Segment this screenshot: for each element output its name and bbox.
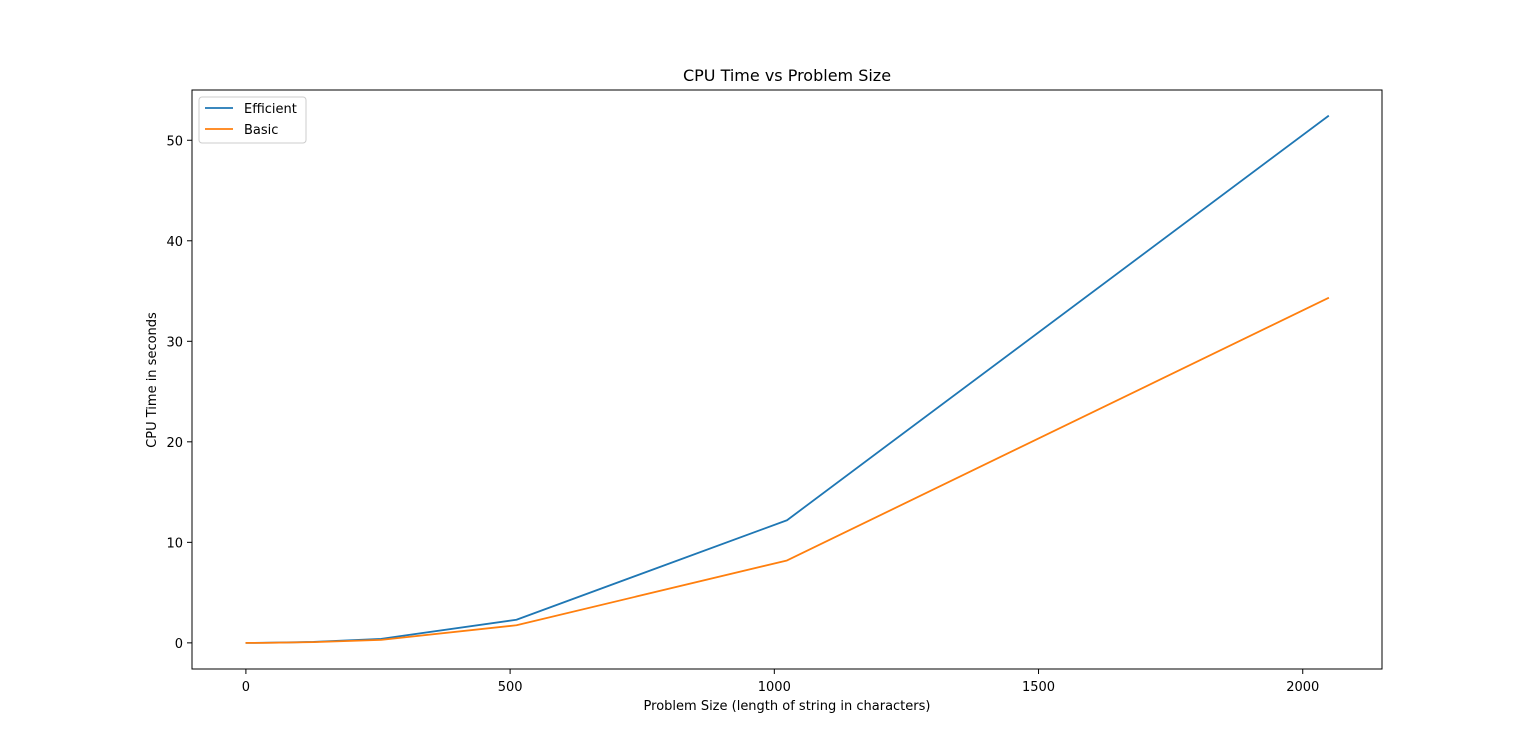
axes-frame (191, 89, 1383, 670)
y-tick-label: 20 (166, 436, 183, 451)
y-axis-ticks: 0 10 20 30 40 50 (166, 134, 192, 652)
x-tick-label: 0 (242, 680, 250, 695)
x-tick-label: 1500 (1022, 680, 1055, 695)
x-axis-ticks: 0 500 1000 1500 2000 (242, 669, 1319, 695)
chart-title: CPU Time vs Problem Size (683, 66, 891, 85)
plot-area (191, 89, 1383, 670)
legend-label-basic: Basic (244, 123, 278, 138)
y-tick-label: 0 (175, 637, 183, 652)
y-tick-label: 40 (166, 235, 183, 250)
y-tick-label: 10 (166, 536, 183, 551)
x-axis-label: Problem Size (length of string in charac… (644, 699, 931, 714)
x-tick-label: 500 (498, 680, 523, 695)
x-tick-label: 1000 (758, 680, 791, 695)
y-tick-label: 30 (166, 335, 183, 350)
legend-items: Efficient Basic (205, 102, 297, 138)
series-layer (245, 114, 1330, 644)
x-tick-label: 2000 (1286, 680, 1319, 695)
legend: Efficient Basic (198, 96, 307, 144)
series-line-basic (245, 296, 1330, 644)
y-tick-label: 50 (166, 134, 183, 149)
legend-label-efficient: Efficient (244, 102, 297, 117)
y-axis-label: CPU Time in seconds (145, 312, 160, 448)
